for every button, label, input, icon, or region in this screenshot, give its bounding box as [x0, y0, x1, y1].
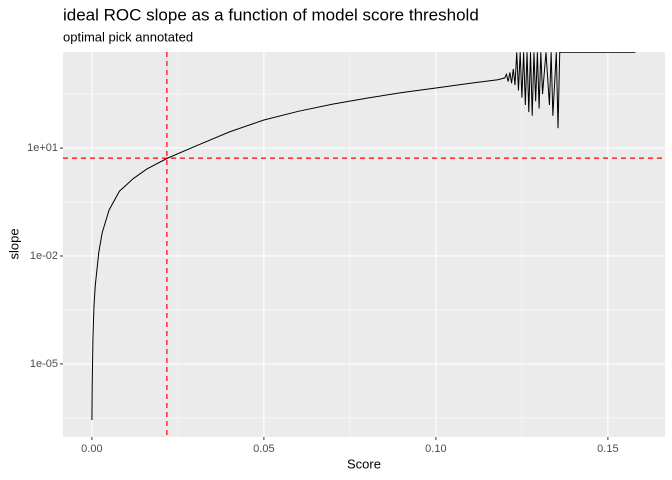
x-axis-label: Score — [347, 456, 381, 471]
y-tick-label: 1e-02 — [30, 250, 58, 262]
x-tick-label: 0.05 — [253, 443, 274, 455]
chart-subtitle: optimal pick annotated — [63, 29, 193, 44]
chart-title: ideal ROC slope as a function of model s… — [63, 5, 479, 24]
series-line — [91, 52, 636, 421]
x-tick-label: 0.10 — [425, 443, 446, 455]
y-tick-label: 1e+01 — [27, 142, 58, 154]
y-tick-label: 1e-05 — [30, 358, 58, 370]
y-axis-label: slope — [6, 228, 21, 259]
x-tick-label: 0.00 — [81, 443, 102, 455]
panel — [63, 52, 665, 437]
x-tick-label: 0.15 — [597, 443, 618, 455]
